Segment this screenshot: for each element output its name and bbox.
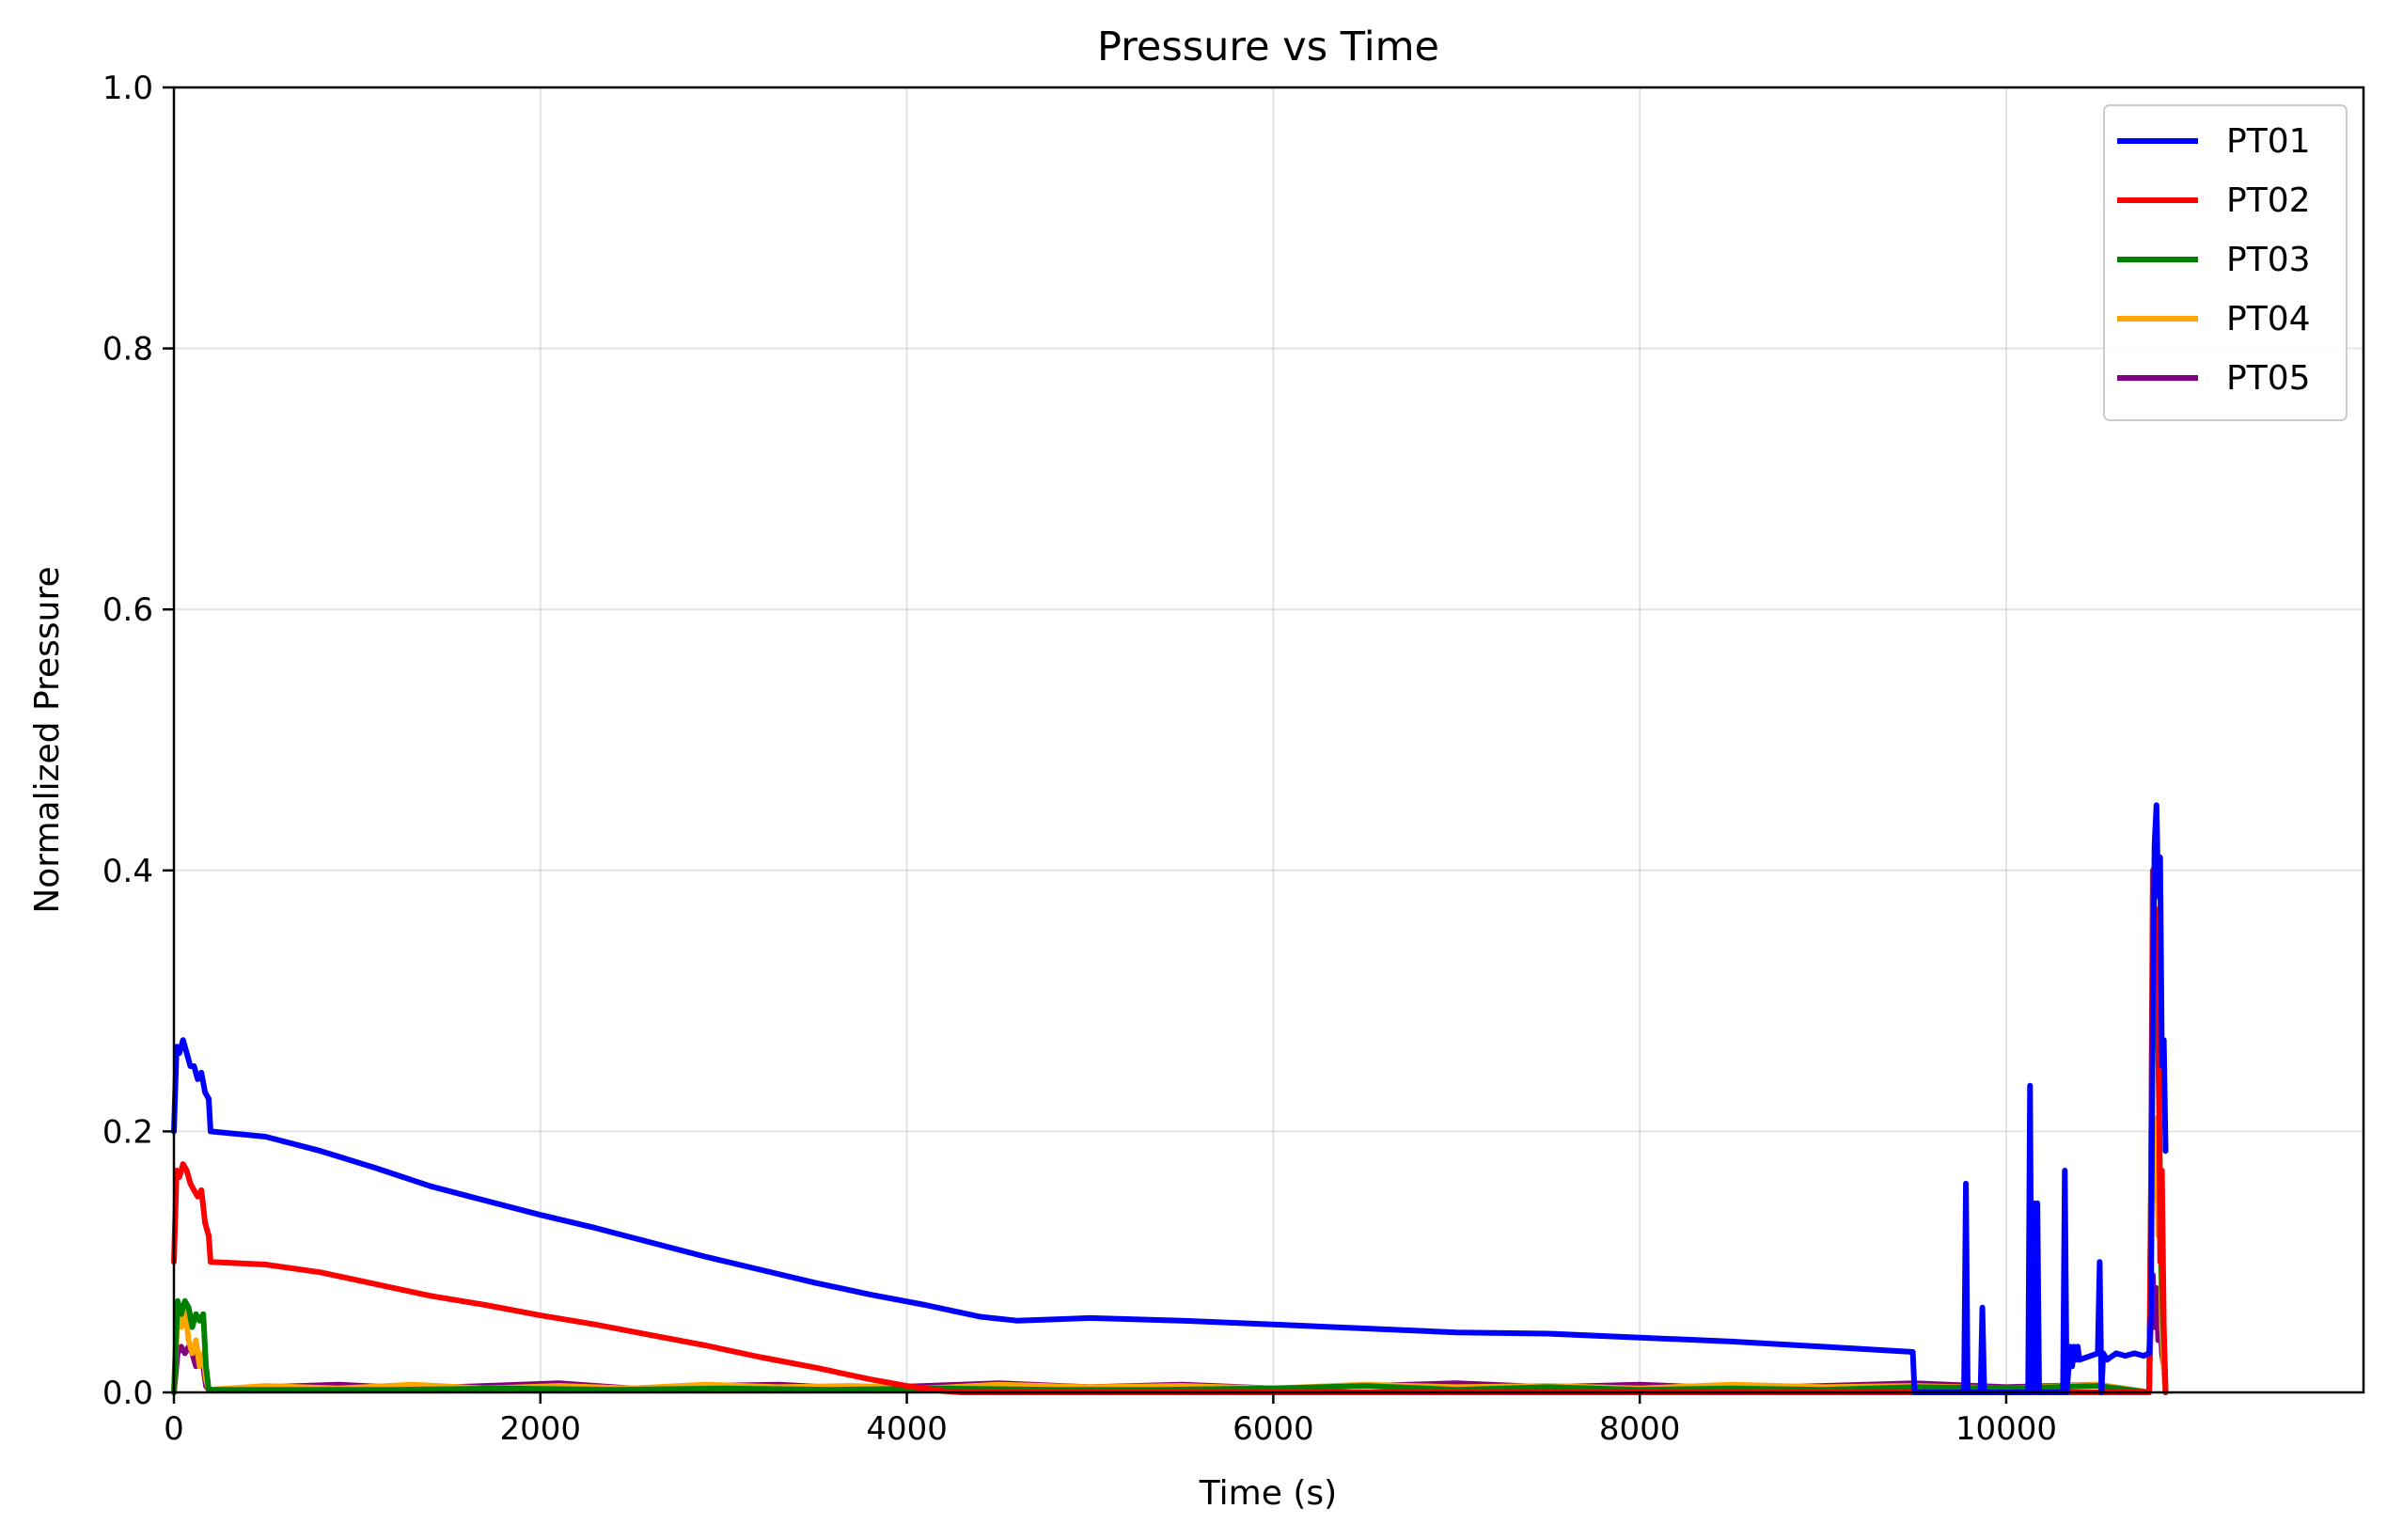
plot-frame [172,86,2365,1394]
y-axis-label: Normalized Pressure [28,566,67,913]
plot-area [174,87,2363,1392]
x-tick-label: 8000 [1599,1410,1681,1448]
legend: PT01 PT02 PT03 PT04 PT05 [2103,104,2348,421]
legend-label-pt05: PT05 [2226,359,2311,398]
x-tick-label: 10000 [1955,1410,2057,1448]
x-tick-label: 2000 [500,1410,582,1448]
y-tick-label: 1.0 [102,70,153,107]
y-tick-label: 0.4 [102,853,153,890]
legend-label-pt04: PT04 [2226,300,2311,338]
y-tick-label: 0.8 [102,331,153,369]
legend-label-pt03: PT03 [2226,241,2311,279]
x-tick-label: 0 [164,1410,184,1448]
y-tick-label: 0.0 [102,1375,153,1412]
x-axis-label: Time (s) [1199,1474,1337,1513]
y-tick-label: 0.2 [102,1113,153,1151]
legend-frame [2103,104,2348,421]
y-tick-label: 0.6 [102,591,153,629]
x-tick-label: 6000 [1233,1410,1314,1448]
x-tick-label: 4000 [866,1410,948,1448]
legend-label-pt02: PT02 [2226,181,2311,220]
legend-label-pt01: PT01 [2226,122,2311,161]
tick-layer: 0 2000 4000 6000 8000 10000 0.0 0.2 0.4 0.6 0.8 1.0 [102,70,2057,1448]
chart-title: Pressure vs Time [1097,24,1439,71]
